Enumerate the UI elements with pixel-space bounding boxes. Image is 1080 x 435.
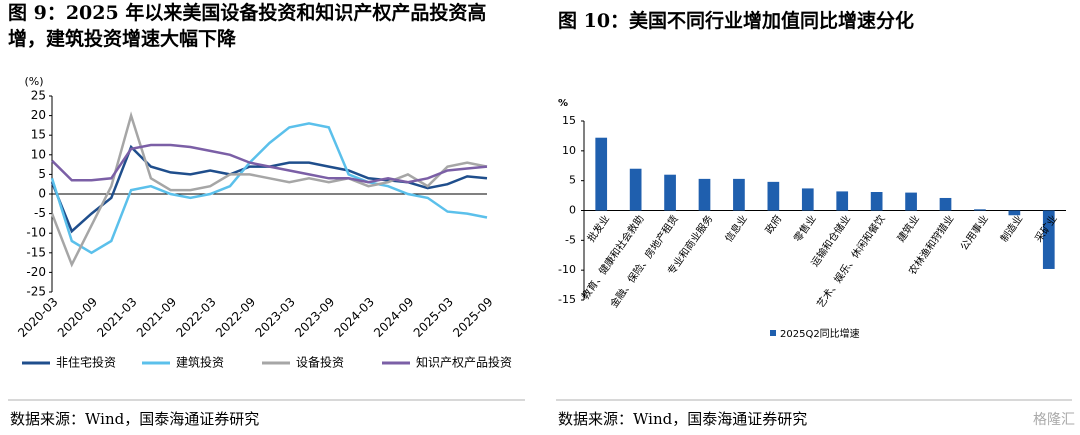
source: 数据来源：Wind，国泰海通证券研究 [558, 410, 807, 428]
bar [801, 188, 814, 211]
bar [595, 137, 608, 211]
y-tick-label: 20 [31, 108, 46, 122]
x-tick-label: 2024-03 [332, 295, 377, 340]
bar [870, 192, 883, 211]
bar [698, 178, 711, 211]
x-tick-label: 2023-09 [292, 295, 337, 340]
legend-label: 设备投资 [296, 355, 344, 370]
x-tick-label: 艺术、娱乐、休闲和餐饮 [814, 212, 888, 310]
legend-label: 2025Q2同比增速 [780, 327, 860, 340]
x-tick-label: 2020-03 [15, 295, 60, 340]
y-tick-label: -15 [26, 245, 46, 259]
x-tick-label: 金融、保险、房地产租赁 [607, 212, 681, 310]
x-tick-label: 2022-09 [213, 295, 258, 340]
series-line [50, 144, 488, 234]
x-tick-label: 2025-03 [411, 295, 456, 340]
y-tick-label: 0 [569, 204, 576, 217]
y-tick-label: -10 [26, 226, 46, 240]
legend-label: 知识产权产品投资 [416, 355, 512, 370]
bar [974, 209, 986, 211]
x-tick-label: 2022-03 [173, 295, 218, 340]
watermark: 格隆汇 [1033, 412, 1075, 428]
x-tick-label: 2020-09 [55, 295, 100, 340]
x-tick-label: 制造业 [997, 212, 1025, 244]
x-tick-label: 2025-09 [450, 295, 495, 340]
y-axis-label: (%) [24, 75, 43, 88]
x-tick-label: 政府 [762, 212, 784, 236]
y-tick-label: 5 [38, 167, 46, 181]
y-tick-label: -20 [26, 265, 46, 279]
x-tick-label: 教育、健康和社会救助 [579, 212, 647, 301]
bar [629, 168, 642, 211]
y-tick-label: 5 [569, 174, 576, 187]
x-tick-label: 2021-09 [134, 295, 179, 340]
x-tick-label: 批发业 [584, 212, 612, 244]
y-tick-label: -5 [34, 206, 46, 220]
y-tick-label: -5 [565, 233, 576, 246]
bar [733, 178, 745, 211]
series-line [50, 111, 488, 268]
bar [1008, 210, 1021, 216]
bar [905, 192, 917, 211]
x-tick-label: 公用事业 [957, 212, 991, 252]
series-line [51, 143, 488, 184]
chart-title: 图 10：美国不同行业增加值同比增速分化 [558, 10, 915, 32]
bar [836, 191, 849, 211]
y-axis-label: % [558, 98, 568, 109]
y-tick-label: -25 [26, 285, 46, 299]
series-line [50, 122, 488, 255]
x-tick-label: 信息业 [722, 212, 750, 244]
y-tick-label: 0 [38, 187, 46, 201]
bar [1042, 210, 1055, 269]
legend-label: 非住宅投资 [56, 355, 116, 370]
legend-label: 建筑投资 [176, 355, 224, 370]
x-tick-label: 2023-03 [253, 295, 298, 340]
legend-swatch [770, 330, 776, 336]
bar [664, 174, 676, 211]
x-tick-label: 零售业 [791, 212, 819, 244]
y-tick-label: -15 [558, 293, 576, 306]
y-tick-label: 10 [562, 144, 576, 157]
source: 数据来源：Wind，国泰海通证券研究 [10, 410, 259, 428]
bar [939, 197, 952, 211]
x-tick-label: 2024-09 [371, 295, 416, 340]
y-tick-label: 15 [562, 114, 576, 127]
x-tick-label: 2021-03 [94, 295, 139, 340]
x-tick-label: 建筑业 [894, 212, 922, 244]
y-tick-label: 10 [31, 147, 46, 161]
y-tick-label: 15 [31, 128, 46, 142]
bar [767, 181, 780, 211]
y-tick-label: -10 [558, 263, 576, 276]
chart-title: 图 9：2025 年以来美国设备投资和知识产权产品投资高增，建筑投资增速大幅下降 [8, 2, 487, 50]
y-tick-label: 25 [31, 89, 46, 103]
